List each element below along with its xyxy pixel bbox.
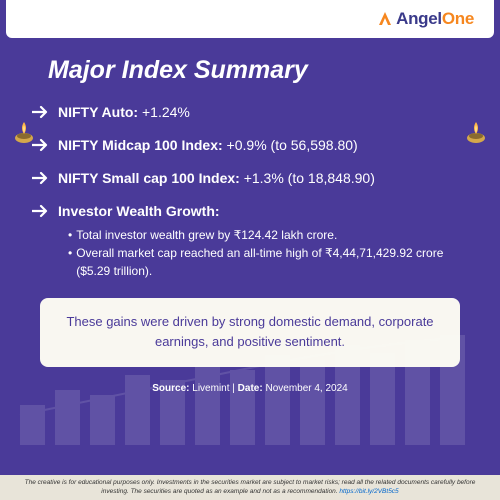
- wealth-point-text: Total investor wealth grew by ₹124.42 la…: [76, 226, 337, 244]
- index-value: +1.24%: [138, 104, 190, 120]
- diya-left-icon: [14, 118, 34, 144]
- disclaimer-text: The creative is for educational purposes…: [25, 479, 476, 494]
- date-label: Date:: [238, 383, 266, 394]
- source-label: Source:: [152, 383, 192, 394]
- brand-logo: AngelOne: [376, 9, 474, 29]
- index-item-wealth: Investor Wealth Growth: • Total investor…: [32, 202, 470, 280]
- infographic-card: AngelOne: [0, 0, 500, 500]
- index-label: NIFTY Small cap 100 Index:: [58, 170, 240, 186]
- arrow-icon: [32, 171, 50, 190]
- wealth-label: Investor Wealth Growth:: [58, 203, 220, 219]
- wealth-block: Investor Wealth Growth: • Total investor…: [58, 202, 470, 280]
- wealth-points: • Total investor wealth grew by ₹124.42 …: [58, 226, 470, 280]
- index-text: NIFTY Small cap 100 Index: +1.3% (to 18,…: [58, 169, 375, 189]
- index-item: NIFTY Auto: +1.24%: [32, 103, 470, 124]
- date-value: November 4, 2024: [265, 383, 347, 394]
- index-text: NIFTY Midcap 100 Index: +0.9% (to 56,598…: [58, 136, 358, 156]
- arrow-icon: [32, 138, 50, 157]
- bullet-icon: •: [68, 244, 72, 280]
- diya-right-icon: [466, 118, 486, 144]
- disclaimer-link: https://bit.ly/2VBt5c5: [339, 488, 398, 495]
- index-text: NIFTY Auto: +1.24%: [58, 103, 190, 123]
- bullet-icon: •: [68, 226, 72, 244]
- header-bar: AngelOne: [6, 0, 494, 38]
- index-list: NIFTY Auto: +1.24% NIFTY Midcap 100 Inde…: [30, 103, 470, 280]
- logo-icon: [376, 10, 394, 28]
- summary-text: These gains were driven by strong domest…: [60, 312, 440, 354]
- wealth-point: • Total investor wealth grew by ₹124.42 …: [68, 226, 470, 244]
- content-area: Major Index Summary NIFTY Auto: +1.24% N…: [0, 38, 500, 475]
- logo-part1: Angel: [396, 9, 442, 28]
- source-line: Source: Livemint | Date: November 4, 202…: [30, 383, 470, 394]
- separator: |: [230, 383, 238, 394]
- wealth-point-text: Overall market cap reached an all-time h…: [76, 244, 470, 280]
- index-label: NIFTY Auto:: [58, 104, 138, 120]
- source-value: Livemint: [192, 383, 229, 394]
- page-title: Major Index Summary: [30, 56, 470, 85]
- arrow-icon: [32, 204, 50, 223]
- index-value: +1.3% (to 18,848.90): [240, 170, 375, 186]
- disclaimer-bar: The creative is for educational purposes…: [0, 475, 500, 500]
- arrow-icon: [32, 105, 50, 124]
- summary-box: These gains were driven by strong domest…: [40, 298, 460, 368]
- logo-part2: One: [442, 9, 474, 28]
- wealth-point: • Overall market cap reached an all-time…: [68, 244, 470, 280]
- index-value: +0.9% (to 56,598.80): [223, 137, 358, 153]
- index-item: NIFTY Midcap 100 Index: +0.9% (to 56,598…: [32, 136, 470, 157]
- index-item: NIFTY Small cap 100 Index: +1.3% (to 18,…: [32, 169, 470, 190]
- logo-text: AngelOne: [396, 9, 474, 29]
- index-label: NIFTY Midcap 100 Index:: [58, 137, 223, 153]
